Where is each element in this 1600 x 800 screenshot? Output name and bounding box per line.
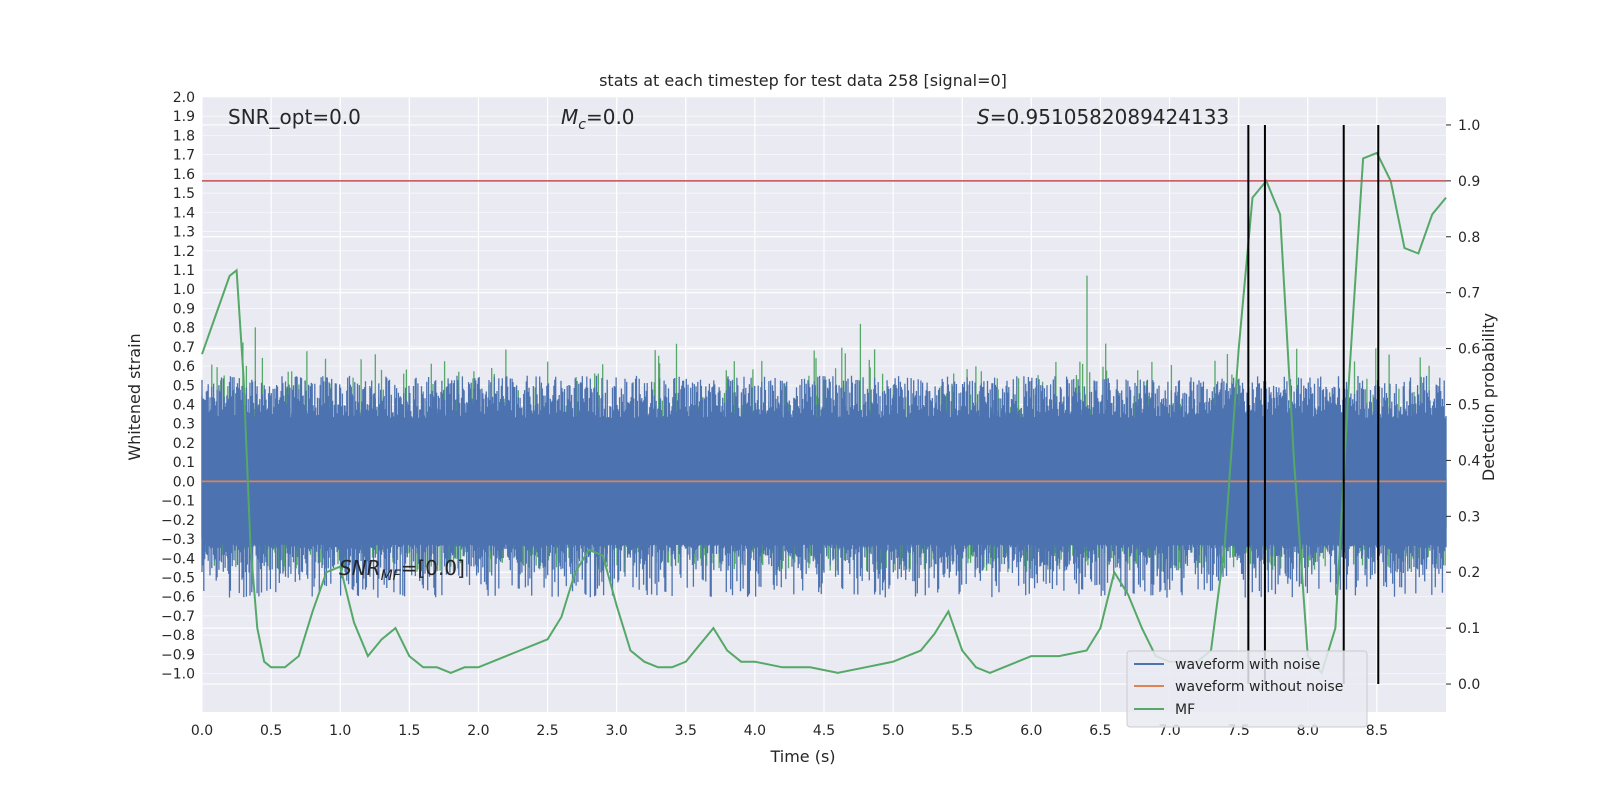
y-left-tick-label: 1.1 (173, 263, 195, 279)
snr-opt-annotation: SNR_opt=0.0 (228, 105, 361, 129)
mc-subscript: c (578, 117, 586, 133)
x-tick-label: 2.5 (536, 723, 558, 739)
y-left-tick-label: −0.5 (161, 570, 195, 586)
y-left-tick-label: 0.6 (173, 359, 195, 375)
legend-entry-waveform-clean: waveform without noise (1175, 679, 1343, 695)
x-tick-label: 0.0 (191, 723, 213, 739)
y-left-tick-label: 0.4 (173, 398, 195, 414)
y-right-tick-label: 1.0 (1458, 118, 1480, 134)
x-tick-label: 8.5 (1366, 723, 1388, 739)
mc-symbol: M (561, 105, 578, 129)
y-left-tick-label: −0.2 (161, 513, 195, 529)
y-right-tick-label: 0.8 (1458, 230, 1480, 246)
y-right-tick-label: 0.6 (1458, 342, 1480, 358)
y-left-tick-label: 0.2 (173, 436, 195, 452)
y-left-tick-label: −0.7 (161, 609, 195, 625)
x-tick-label: 1.0 (329, 723, 351, 739)
chart-title: stats at each timestep for test data 258… (599, 71, 1007, 90)
x-axis-label: Time (s) (769, 747, 835, 766)
x-tick-label: 5.0 (882, 723, 904, 739)
y-left-tick-label: −1.0 (161, 667, 195, 683)
x-tick-label: 3.5 (675, 723, 697, 739)
y-left-tick-label: 1.8 (173, 128, 195, 144)
x-tick-label: 4.0 (744, 723, 766, 739)
x-tick-label: 3.0 (606, 723, 628, 739)
snr-mf-annotation: SNRMF=[0.0] (339, 556, 465, 584)
x-tick-label: 4.5 (813, 723, 835, 739)
legend-entry-waveform-noise: waveform with noise (1175, 657, 1320, 673)
y-left-tick-label: 0.9 (173, 301, 195, 317)
y-left-tick-label: 0.7 (173, 340, 195, 356)
y-right-tick-label: 0.4 (1458, 453, 1480, 469)
x-tick-label: 6.5 (1089, 723, 1111, 739)
y-left-tick-label: 1.5 (173, 186, 195, 202)
y-right-axis-label: Detection probability (1479, 313, 1498, 481)
y-right-tick-label: 0.2 (1458, 565, 1480, 581)
y-right-tick-label: 0.1 (1458, 621, 1480, 637)
y-left-tick-label: 1.0 (173, 282, 195, 298)
y-left-tick-label: 2.0 (173, 90, 195, 106)
y-right-tick-label: 0.5 (1458, 398, 1480, 414)
s-value: =0.9510582089424133 (990, 105, 1229, 129)
legend-entry-mf: MF (1175, 702, 1195, 718)
x-tick-label: 2.0 (467, 723, 489, 739)
y-left-tick-label: 0.3 (173, 417, 195, 433)
y-left-tick-label: −0.6 (161, 590, 195, 606)
y-right-tick-label: 0.3 (1458, 509, 1480, 525)
y-left-tick-label: −0.1 (161, 494, 195, 510)
s-symbol: S (977, 105, 990, 129)
y-right-tick-label: 0.9 (1458, 174, 1480, 190)
y-right-tick-label: 0.7 (1458, 286, 1480, 302)
y-left-tick-labels: 2.0 1.9 1.8 1.7 1.6 1.5 1.4 1.3 1.2 1.1 1.0 0.9 0.8 0… (161, 90, 195, 683)
y-left-tick-label: 1.4 (173, 205, 195, 221)
y-left-tick-label: 1.7 (173, 148, 195, 164)
y-left-tick-label: 1.9 (173, 109, 195, 125)
s-annotation: S=0.9510582089424133 (977, 105, 1229, 129)
y-left-axis-label: Whitened strain (125, 333, 144, 460)
y-left-tick-label: 1.2 (173, 244, 195, 260)
mc-value: =0.0 (586, 105, 635, 129)
x-tick-label: 0.5 (260, 723, 282, 739)
snr-mf-value: =[0.0] (401, 556, 465, 580)
snr-mf-symbol: SNR (339, 556, 381, 580)
y-right-tick-labels: 1.0 0.9 0.8 0.7 0.6 0.5 0.4 0.3 0.2 0.1 0.0 (1446, 118, 1480, 693)
y-left-tick-label: 1.3 (173, 225, 195, 241)
y-left-tick-label: 0.8 (173, 321, 195, 337)
y-left-tick-label: −0.4 (161, 551, 195, 567)
x-tick-label: 6.0 (1020, 723, 1042, 739)
series-mf-curve (201, 151, 1447, 675)
y-left-tick-label: 0.0 (173, 474, 195, 490)
snr-mf-subscript: MF (381, 568, 402, 584)
series-layer (201, 124, 1447, 685)
y-left-tick-label: 0.5 (173, 378, 195, 394)
legend-box (1126, 650, 1368, 728)
y-left-tick-label: 1.6 (173, 167, 195, 183)
mc-annotation: Mc=0.0 (561, 105, 635, 133)
y-left-tick-label: −0.8 (161, 628, 195, 644)
legend: waveform with noise waveform without noi… (1126, 650, 1368, 728)
y-left-tick-label: −0.9 (161, 647, 195, 663)
y-left-tick-label: −0.3 (161, 532, 195, 548)
x-tick-label: 5.5 (951, 723, 973, 739)
y-right-tick-label: 0.0 (1458, 677, 1480, 693)
x-tick-label: 1.5 (398, 723, 420, 739)
y-left-tick-label: 0.1 (173, 455, 195, 471)
